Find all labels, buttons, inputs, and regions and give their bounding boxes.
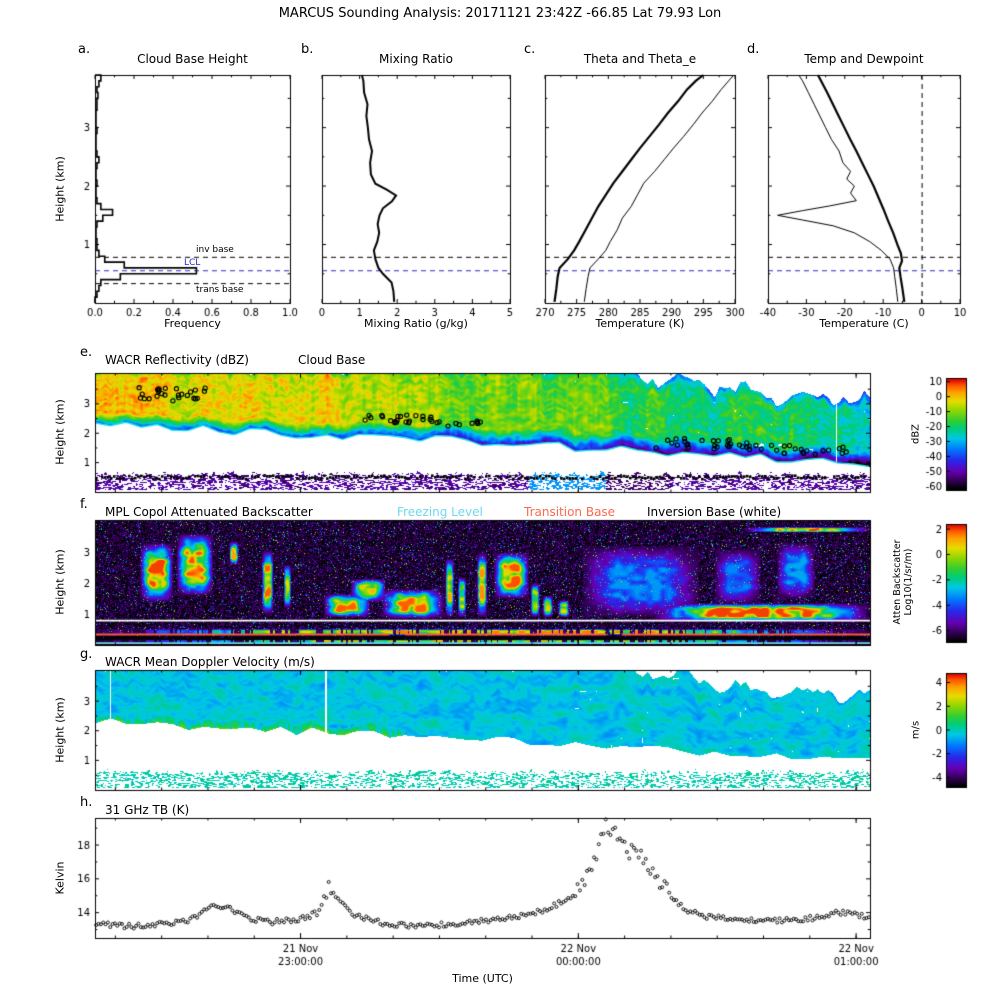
- panel-a-xlabel: Frequency: [164, 317, 221, 330]
- panel-d-xlabel: Temperature (C): [819, 317, 909, 330]
- legend-freezing-level: Freezing Level: [397, 505, 483, 519]
- colorbar-f-label-line2: Log10(1/sr/m): [903, 548, 914, 616]
- colorbar-f-label: Atten Backscatter Log10(1/sr/m): [892, 540, 914, 625]
- panel-b-tag: b.: [301, 42, 314, 57]
- panel-f-ylabel: Height (km): [53, 549, 67, 615]
- panel-e-ylabel: Height (km): [53, 399, 67, 465]
- annotation-lcl: LCL: [184, 258, 201, 268]
- panel-a-title: Cloud Base Height: [137, 52, 248, 66]
- colorbar-g-label: m/s: [910, 720, 922, 740]
- colorbar-e-label: dBZ: [910, 423, 922, 445]
- panel-e-dots-legend: Cloud Base: [298, 353, 366, 367]
- panel-d-tag: d.: [747, 42, 760, 57]
- colorbar-f-label-line1: Atten Backscatter: [892, 539, 903, 625]
- panel-e-tag: e.: [80, 345, 93, 360]
- panel-f-title: MPL Copol Attenuated Backscatter: [105, 505, 313, 519]
- legend-inversion-base: Inversion Base (white): [647, 505, 782, 519]
- panel-c-title: Theta and Theta_e: [583, 52, 697, 66]
- panel-a-tag: a.: [78, 42, 91, 57]
- panel-e-title: WACR Reflectivity (dBZ): [105, 353, 249, 367]
- panel-b-title: Mixing Ratio: [379, 52, 453, 66]
- legend-transition-base: Transition Base: [524, 505, 616, 519]
- panel-g-title: WACR Mean Doppler Velocity (m/s): [105, 655, 315, 669]
- panel-h-title: 31 GHz TB (K): [105, 803, 190, 817]
- panel-c-xlabel: Temperature (K): [595, 317, 685, 330]
- panel-f-tag: f.: [80, 497, 88, 512]
- panel-b-xlabel: Mixing Ratio (g/kg): [364, 317, 468, 330]
- panel-g-tag: g.: [80, 647, 93, 662]
- time-axis-label: Time (UTC): [452, 972, 513, 985]
- annotation-trans-base: trans base: [196, 285, 244, 295]
- panel-c-tag: c.: [524, 42, 536, 57]
- panel-h-ylabel: Kelvin: [53, 861, 67, 895]
- panel-a-ylabel: Height (km): [53, 156, 67, 222]
- panel-d-title: Temp and Dewpoint: [804, 52, 924, 66]
- figure-title: MARCUS Sounding Analysis: 20171121 23:42…: [278, 6, 722, 21]
- annotation-inv-base: inv base: [196, 245, 234, 255]
- panel-h-tag: h.: [80, 795, 93, 810]
- panel-g-ylabel: Height (km): [53, 697, 67, 763]
